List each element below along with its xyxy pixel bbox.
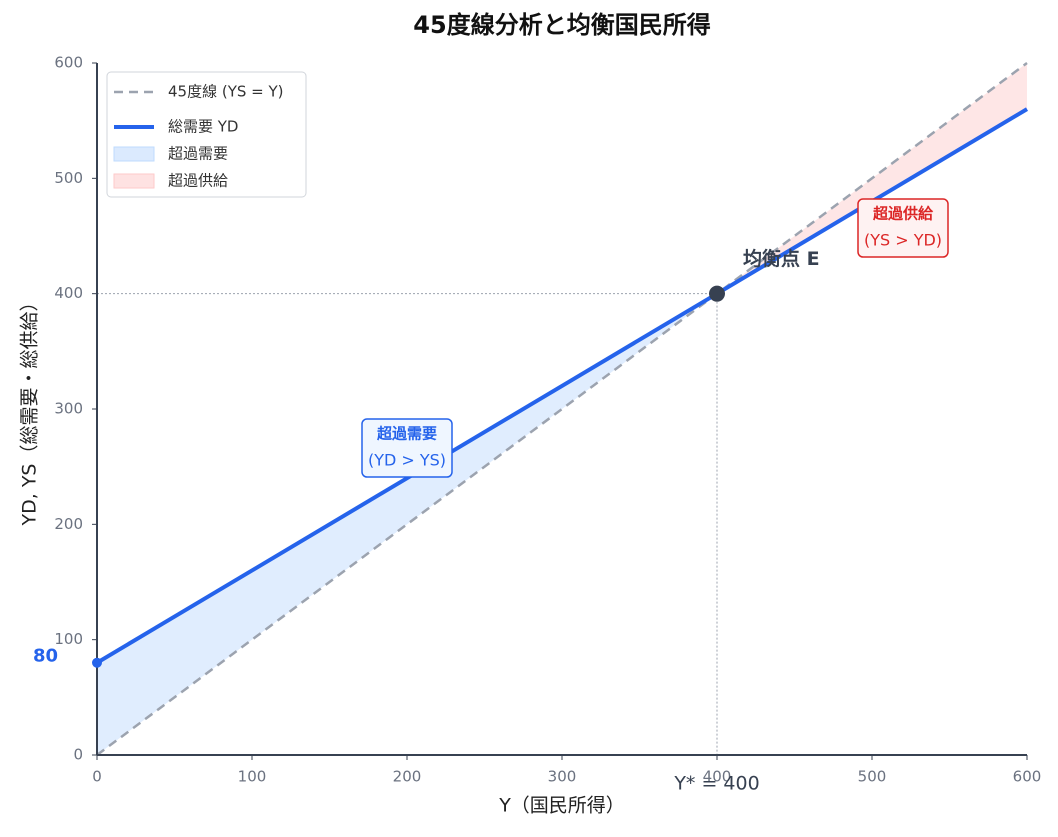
chart-title: 45度線分析と均衡国民所得 bbox=[413, 11, 710, 39]
legend-swatch bbox=[113, 173, 155, 189]
x-axis-label: Y（国民所得） bbox=[498, 795, 625, 817]
y-tick-label: 0 bbox=[73, 746, 83, 764]
fill-area bbox=[97, 293, 717, 755]
annotation-text: 超過供給 bbox=[872, 205, 934, 223]
y-axis-label: YD, YS（総需要・総供給） bbox=[19, 293, 41, 527]
intercept-point bbox=[92, 657, 102, 668]
legend-label: 超過需要 bbox=[168, 145, 228, 163]
x-tick-label: 500 bbox=[858, 768, 887, 786]
x-tick-label: 100 bbox=[238, 768, 267, 786]
x-tick-label: 300 bbox=[548, 768, 577, 786]
y-tick-label: 300 bbox=[54, 400, 83, 418]
y-tick-label: 200 bbox=[54, 515, 83, 533]
legend-swatch bbox=[113, 146, 155, 162]
legend-label: 超過供給 bbox=[168, 172, 228, 190]
annotation-text: (YD > YS) bbox=[368, 451, 446, 470]
x-tick-label: 400 bbox=[703, 768, 732, 786]
legend-label: 総需要 YD bbox=[168, 118, 238, 136]
equilibrium-point bbox=[709, 285, 725, 302]
y-tick-label: 400 bbox=[54, 284, 83, 302]
equilibrium-x-label: Y* = 400 bbox=[673, 773, 759, 795]
x-tick-label: 200 bbox=[393, 768, 422, 786]
y-tick-label: 500 bbox=[54, 169, 83, 187]
equilibrium-label: 均衡点 E bbox=[743, 247, 820, 270]
x-tick-label: 0 bbox=[92, 768, 102, 786]
annotation-text: 超過需要 bbox=[376, 425, 437, 443]
intercept-label: 80 bbox=[33, 646, 58, 667]
annotation-box bbox=[361, 418, 453, 478]
y-tick-label: 600 bbox=[54, 54, 83, 72]
legend-box bbox=[106, 71, 307, 198]
x-tick-label: 600 bbox=[1013, 768, 1042, 786]
annotation-text: (YS > YD) bbox=[864, 231, 942, 250]
annotation-box bbox=[857, 198, 949, 258]
legend-label: 45度線 (YS = Y) bbox=[168, 83, 284, 101]
y-tick-label: 100 bbox=[54, 630, 83, 648]
